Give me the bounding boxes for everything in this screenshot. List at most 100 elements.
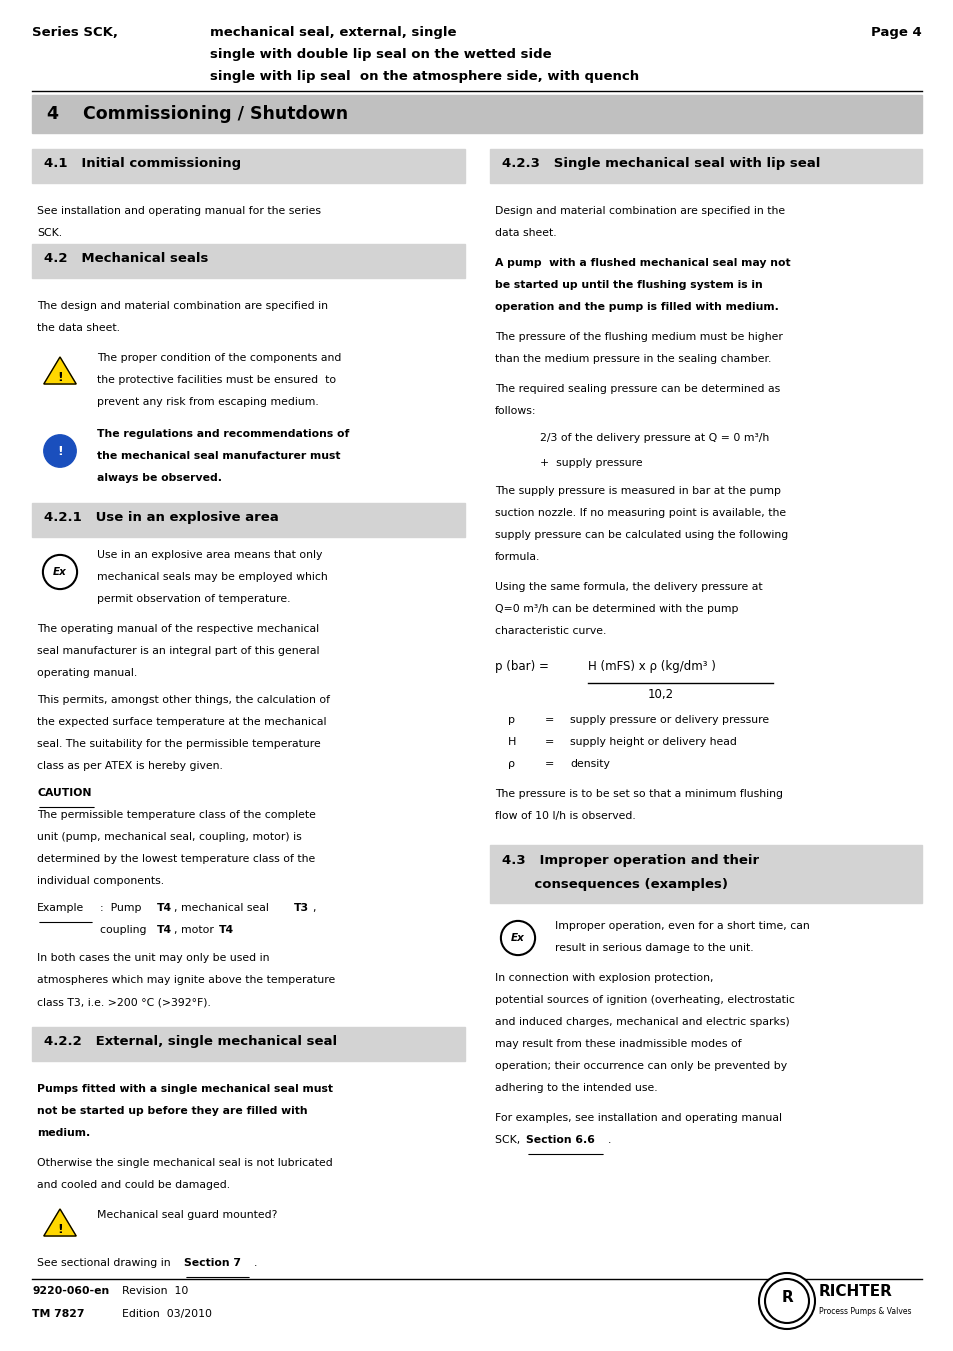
Text: always be observed.: always be observed. bbox=[97, 473, 222, 484]
Text: 4.2.2   External, single mechanical seal: 4.2.2 External, single mechanical seal bbox=[44, 1035, 336, 1048]
Text: seal manufacturer is an integral part of this general: seal manufacturer is an integral part of… bbox=[37, 646, 319, 657]
Text: Otherwise the single mechanical seal is not lubricated: Otherwise the single mechanical seal is … bbox=[37, 1158, 333, 1169]
Text: The proper condition of the components and: The proper condition of the components a… bbox=[97, 353, 341, 363]
Text: =: = bbox=[544, 759, 554, 769]
Text: See installation and operating manual for the series: See installation and operating manual fo… bbox=[37, 205, 320, 216]
Bar bbox=[32, 1027, 464, 1061]
Bar bbox=[32, 245, 464, 278]
Text: p (bar) =: p (bar) = bbox=[495, 661, 548, 673]
Text: T3: T3 bbox=[294, 902, 309, 913]
Bar bbox=[32, 503, 464, 536]
Text: medium.: medium. bbox=[37, 1128, 91, 1138]
Text: than the medium pressure in the sealing chamber.: than the medium pressure in the sealing … bbox=[495, 354, 771, 363]
Text: The supply pressure is measured in bar at the pump: The supply pressure is measured in bar a… bbox=[495, 486, 781, 496]
Text: Example: Example bbox=[37, 902, 84, 913]
Text: individual components.: individual components. bbox=[37, 875, 164, 886]
Text: 10,2: 10,2 bbox=[647, 688, 674, 701]
Text: 4.3   Improper operation and their: 4.3 Improper operation and their bbox=[501, 854, 759, 867]
Text: be started up until the flushing system is in: be started up until the flushing system … bbox=[495, 280, 762, 290]
Text: For examples, see installation and operating manual: For examples, see installation and opera… bbox=[495, 1113, 781, 1123]
Text: H (mFS) x ρ (kg/dm³ ): H (mFS) x ρ (kg/dm³ ) bbox=[587, 661, 715, 673]
Text: p: p bbox=[507, 715, 515, 725]
Polygon shape bbox=[44, 1209, 76, 1236]
Text: follows:: follows: bbox=[495, 407, 536, 416]
Text: the mechanical seal manufacturer must: the mechanical seal manufacturer must bbox=[97, 451, 340, 461]
Text: operation and the pump is filled with medium.: operation and the pump is filled with me… bbox=[495, 303, 778, 312]
Text: not be started up before they are filled with: not be started up before they are filled… bbox=[37, 1106, 307, 1116]
Text: mechanical seal, external, single: mechanical seal, external, single bbox=[210, 26, 456, 39]
Text: T4: T4 bbox=[157, 925, 172, 935]
Circle shape bbox=[759, 1273, 814, 1329]
Text: the data sheet.: the data sheet. bbox=[37, 323, 120, 332]
Text: unit (pump, mechanical seal, coupling, motor) is: unit (pump, mechanical seal, coupling, m… bbox=[37, 832, 301, 842]
Text: .: . bbox=[607, 1135, 611, 1146]
Text: determined by the lowest temperature class of the: determined by the lowest temperature cla… bbox=[37, 854, 314, 865]
Text: operating manual.: operating manual. bbox=[37, 667, 137, 678]
Circle shape bbox=[500, 921, 535, 955]
Text: 4.2.3   Single mechanical seal with lip seal: 4.2.3 Single mechanical seal with lip se… bbox=[501, 157, 820, 170]
Text: result in serious damage to the unit.: result in serious damage to the unit. bbox=[555, 943, 753, 952]
Text: formula.: formula. bbox=[495, 553, 539, 562]
Text: In connection with explosion protection,: In connection with explosion protection, bbox=[495, 973, 713, 984]
Text: permit observation of temperature.: permit observation of temperature. bbox=[97, 594, 291, 604]
Text: ρ: ρ bbox=[507, 759, 515, 769]
Text: flow of 10 l/h is observed.: flow of 10 l/h is observed. bbox=[495, 811, 635, 821]
Text: prevent any risk from escaping medium.: prevent any risk from escaping medium. bbox=[97, 397, 318, 407]
Text: The pressure of the flushing medium must be higher: The pressure of the flushing medium must… bbox=[495, 332, 782, 342]
Text: data sheet.: data sheet. bbox=[495, 228, 556, 238]
Text: Process Pumps & Valves: Process Pumps & Valves bbox=[818, 1306, 910, 1316]
Text: Section 6.6: Section 6.6 bbox=[525, 1135, 595, 1146]
Text: class as per ATEX is hereby given.: class as per ATEX is hereby given. bbox=[37, 761, 223, 771]
Text: 4.2   Mechanical seals: 4.2 Mechanical seals bbox=[44, 253, 208, 265]
Text: See sectional drawing in: See sectional drawing in bbox=[37, 1258, 174, 1269]
Text: class T3, i.e. >200 °C (>392°F).: class T3, i.e. >200 °C (>392°F). bbox=[37, 997, 211, 1006]
Text: supply pressure or delivery pressure: supply pressure or delivery pressure bbox=[569, 715, 768, 725]
Text: operation; their occurrence can only be prevented by: operation; their occurrence can only be … bbox=[495, 1061, 786, 1071]
Circle shape bbox=[764, 1279, 808, 1323]
Text: The required sealing pressure can be determined as: The required sealing pressure can be det… bbox=[495, 384, 780, 394]
Text: !: ! bbox=[57, 1223, 63, 1236]
Text: coupling: coupling bbox=[100, 925, 150, 935]
Text: This permits, amongst other things, the calculation of: This permits, amongst other things, the … bbox=[37, 694, 330, 705]
Text: atmospheres which may ignite above the temperature: atmospheres which may ignite above the t… bbox=[37, 975, 335, 985]
Text: +  supply pressure: + supply pressure bbox=[539, 458, 642, 467]
Text: SCK.: SCK. bbox=[37, 228, 62, 238]
Text: density: density bbox=[569, 759, 609, 769]
Text: , motor: , motor bbox=[173, 925, 217, 935]
Text: H: H bbox=[507, 738, 516, 747]
Text: SCK,: SCK, bbox=[495, 1135, 523, 1146]
Text: supply pressure can be calculated using the following: supply pressure can be calculated using … bbox=[495, 530, 787, 540]
Text: mechanical seals may be employed which: mechanical seals may be employed which bbox=[97, 571, 328, 582]
Text: :  Pump: : Pump bbox=[100, 902, 145, 913]
Text: The design and material combination are specified in: The design and material combination are … bbox=[37, 301, 328, 311]
Text: supply height or delivery head: supply height or delivery head bbox=[569, 738, 736, 747]
Text: A pump  with a flushed mechanical seal may not: A pump with a flushed mechanical seal ma… bbox=[495, 258, 790, 267]
Text: 4    Commissioning / Shutdown: 4 Commissioning / Shutdown bbox=[47, 105, 348, 123]
Text: Pumps fitted with a single mechanical seal must: Pumps fitted with a single mechanical se… bbox=[37, 1084, 333, 1094]
Text: seal. The suitability for the permissible temperature: seal. The suitability for the permissibl… bbox=[37, 739, 320, 748]
Text: the protective facilities must be ensured  to: the protective facilities must be ensure… bbox=[97, 376, 335, 385]
Bar bbox=[490, 844, 921, 902]
Text: may result from these inadmissible modes of: may result from these inadmissible modes… bbox=[495, 1039, 740, 1048]
Polygon shape bbox=[44, 357, 76, 384]
Text: 9220-060-en: 9220-060-en bbox=[32, 1286, 110, 1296]
Bar bbox=[32, 149, 464, 182]
Text: !: ! bbox=[57, 372, 63, 384]
Text: =: = bbox=[544, 715, 554, 725]
Text: , mechanical seal: , mechanical seal bbox=[173, 902, 273, 913]
Text: .: . bbox=[253, 1258, 257, 1269]
Text: In both cases the unit may only be used in: In both cases the unit may only be used … bbox=[37, 952, 269, 963]
Circle shape bbox=[43, 555, 77, 589]
Text: Series SCK,: Series SCK, bbox=[32, 26, 118, 39]
Text: Ex: Ex bbox=[511, 934, 524, 943]
Text: and cooled and could be damaged.: and cooled and could be damaged. bbox=[37, 1179, 230, 1190]
Text: Ex: Ex bbox=[53, 567, 67, 577]
Text: The permissible temperature class of the complete: The permissible temperature class of the… bbox=[37, 811, 315, 820]
Text: The regulations and recommendations of: The regulations and recommendations of bbox=[97, 430, 349, 439]
Text: T4: T4 bbox=[157, 902, 172, 913]
Text: Using the same formula, the delivery pressure at: Using the same formula, the delivery pre… bbox=[495, 582, 761, 592]
Text: 4.1   Initial commissioning: 4.1 Initial commissioning bbox=[44, 157, 241, 170]
Text: Mechanical seal guard mounted?: Mechanical seal guard mounted? bbox=[97, 1210, 277, 1220]
Text: Q=0 m³/h can be determined with the pump: Q=0 m³/h can be determined with the pump bbox=[495, 604, 738, 613]
Text: ,: , bbox=[312, 902, 315, 913]
